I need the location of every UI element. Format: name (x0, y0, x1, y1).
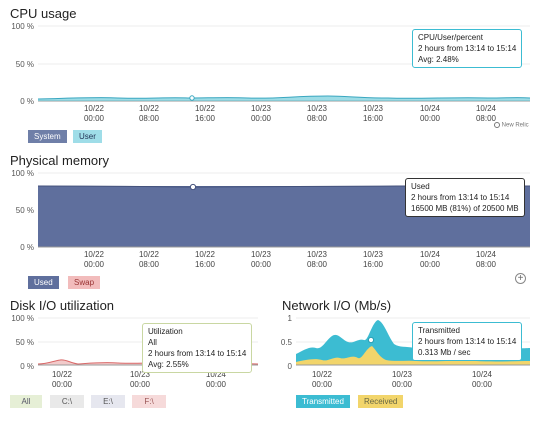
legend-swap[interactable]: Swap (68, 276, 101, 289)
net-xtick-1: 10/23 00:00 (391, 370, 413, 389)
disk-xtick-1: 10/23 00:00 (129, 370, 151, 389)
mem-xtick-4: 10/23 08:00 (306, 250, 328, 269)
cpu-xtick-2: 10/22 16:00 (194, 104, 216, 123)
mem-xtick-2: 10/22 16:00 (194, 250, 216, 269)
cpu-ytick-0: 0 % (20, 97, 34, 106)
cpu-ytick-100: 100 % (11, 22, 34, 31)
cpu-xtick-1: 10/22 08:00 (138, 104, 160, 123)
cpu-xtick-0: 10/22 00:00 (83, 104, 105, 123)
mem-xtick-5: 10/23 16:00 (362, 250, 384, 269)
new-relic-logo: New Relic (494, 122, 529, 129)
disk-xtick-2: 10/24 00:00 (205, 370, 227, 389)
net-xtick-2: 10/24 00:00 (471, 370, 493, 389)
legend-used[interactable]: Used (28, 276, 59, 289)
network-received-area (296, 346, 530, 365)
cpu-tooltip: CPU/User/percent 2 hours from 13:14 to 15… (412, 29, 523, 68)
cpu-xtick-4: 10/23 08:00 (306, 104, 328, 123)
disk-tooltip: Utilization All 2 hours from 13:14 to 15:1… (142, 323, 253, 373)
mem-xtick-0: 10/22 00:00 (83, 250, 105, 269)
mem-xtick-6: 10/24 00:00 (419, 250, 441, 269)
legend-received[interactable]: Received (358, 395, 404, 408)
legend-f-drive[interactable]: F:\ (132, 395, 166, 408)
legend-all[interactable]: All (10, 395, 42, 408)
disk-ytick-0: 0 % (20, 362, 34, 371)
disk-io-title: Disk I/O utilization (10, 298, 115, 313)
disk-xtick-0: 10/22 00:00 (51, 370, 73, 389)
legend-transmitted[interactable]: Transmitted (296, 395, 350, 408)
net-ytick-1: 1 (287, 314, 292, 323)
mem-ytick-0: 0 % (20, 243, 34, 252)
legend-e-drive[interactable]: E:\ (91, 395, 125, 408)
physical-memory-title: Physical memory (10, 153, 109, 168)
cpu-xtick-3: 10/23 00:00 (250, 104, 272, 123)
disk-all-area (38, 359, 258, 365)
network-tooltip: Transmitted 2 hours from 13:14 to 15:14 0.… (412, 322, 523, 361)
net-ytick-0: 0 (287, 362, 292, 371)
mem-xtick-3: 10/23 00:00 (250, 250, 272, 269)
add-chart-icon[interactable]: + (515, 273, 526, 284)
mem-xtick-7: 10/24 08:00 (475, 250, 497, 269)
mem-ytick-100: 100 % (11, 169, 34, 178)
net-xtick-0: 10/22 00:00 (311, 370, 333, 389)
cpu-xtick-6: 10/24 00:00 (419, 104, 441, 123)
cpu-user-area (38, 96, 530, 101)
memory-hover-point (189, 183, 197, 191)
cpu-hover-point (189, 95, 195, 101)
legend-system[interactable]: System (28, 130, 67, 143)
network-hover-point (367, 336, 375, 344)
disk-ytick-50: 50 % (15, 338, 34, 347)
memory-tooltip: Used 2 hours from 13:14 to 15:14 16500 MB … (405, 178, 525, 217)
mem-ytick-50: 50 % (15, 206, 34, 215)
legend-user[interactable]: User (73, 130, 102, 143)
network-io-title: Network I/O (Mb/s) (282, 298, 392, 313)
mem-xtick-1: 10/22 08:00 (138, 250, 160, 269)
cpu-xtick-7: 10/24 08:00 (475, 104, 497, 123)
cpu-xtick-5: 10/23 16:00 (362, 104, 384, 123)
cpu-chart[interactable] (37, 25, 531, 102)
net-ytick-0.5: 0.5 (280, 338, 292, 347)
disk-ytick-100: 100 % (11, 314, 34, 323)
cpu-ytick-50: 50 % (15, 60, 34, 69)
legend-c-drive[interactable]: C:\ (50, 395, 84, 408)
cpu-usage-title: CPU usage (10, 6, 77, 21)
new-relic-icon (494, 122, 500, 128)
